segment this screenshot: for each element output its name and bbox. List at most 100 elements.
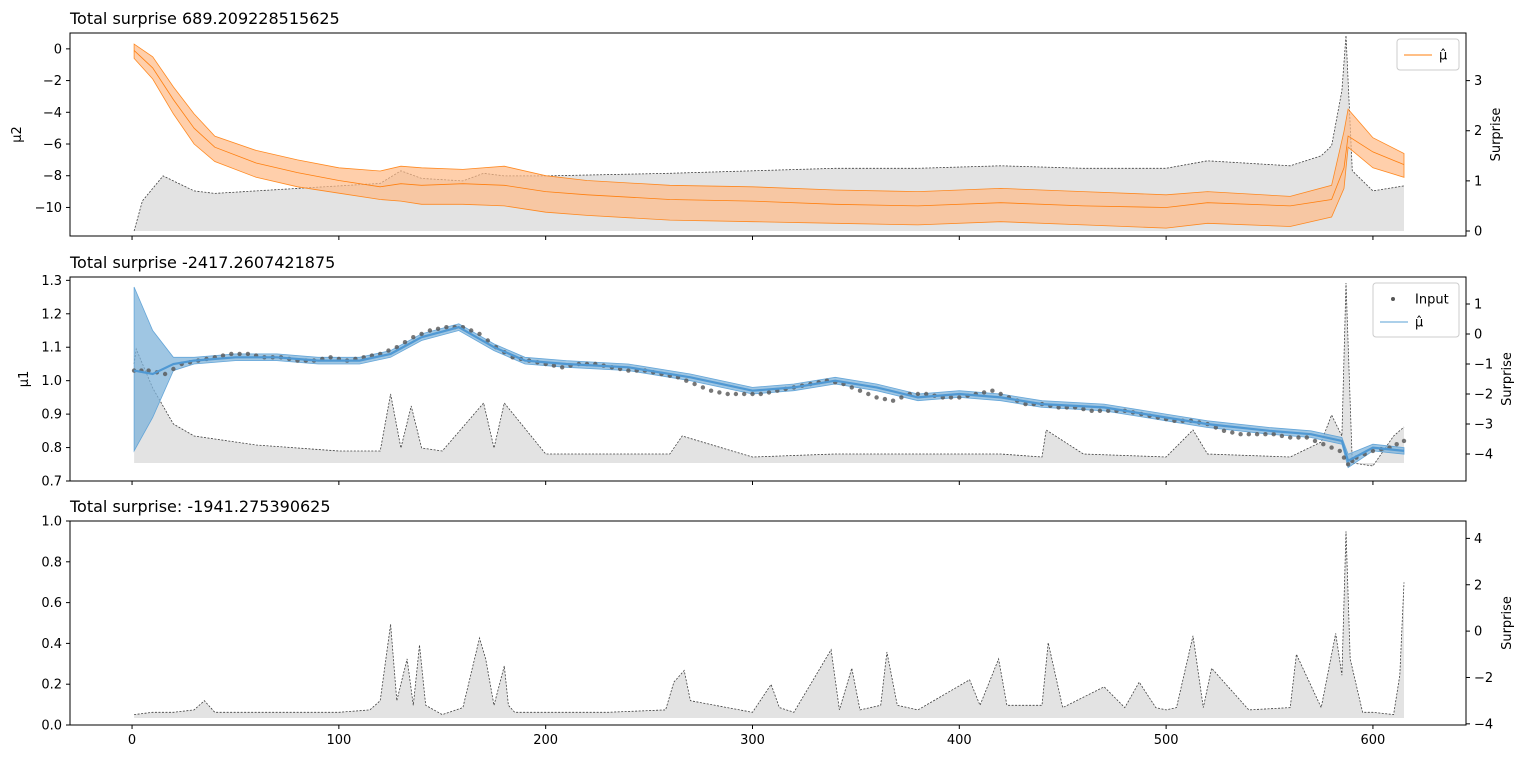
- input-point: [1370, 448, 1376, 454]
- panel-title: Total surprise 689.209228515625: [69, 9, 340, 28]
- input-point: [1345, 462, 1351, 467]
- input-point: [890, 398, 896, 403]
- input-point: [1089, 408, 1094, 413]
- panel-middle-mu1: 1.3 1.2 1.1 1.0 0.9 0.8 0.7 1 0 −1 −2 −3 −4 Total sur…: [17, 253, 1515, 490]
- input-point: [477, 331, 482, 337]
- input-point: [1221, 428, 1227, 433]
- input-point: [981, 390, 987, 395]
- input-point: [1279, 433, 1285, 439]
- input-point: [551, 363, 557, 368]
- input-point: [1394, 442, 1399, 447]
- input-point: [1401, 438, 1407, 444]
- input-point: [626, 368, 631, 373]
- input-point: [915, 391, 921, 397]
- y-tick-label-left: 0: [54, 42, 62, 57]
- y-tick-label-left: −4: [43, 106, 62, 121]
- input-point: [402, 340, 408, 345]
- input-point: [717, 390, 722, 395]
- y-tick-label-left: −2: [43, 74, 62, 89]
- surprise-line: [133, 35, 1405, 232]
- y-tick-label-left: 0.8: [41, 555, 62, 570]
- y-tick-label-left: −8: [43, 169, 62, 184]
- legend-entry: μ̂: [1415, 316, 1423, 331]
- y-tick-label-right: 1: [1474, 174, 1482, 189]
- y-tick-label-left: −10: [35, 201, 62, 216]
- input-point: [1254, 432, 1260, 437]
- y-axis-label-left: μ1: [17, 371, 32, 388]
- input-point: [750, 391, 755, 397]
- input-point: [411, 335, 416, 340]
- y-tick-label-left: 1.0: [41, 374, 62, 389]
- y-tick-label-right: 0: [1474, 625, 1482, 640]
- x-tick-label: 0: [128, 733, 136, 748]
- input-point: [1106, 408, 1111, 413]
- input-point: [485, 338, 490, 343]
- x-tick-label: 300: [740, 733, 765, 748]
- input-point: [1304, 435, 1310, 440]
- panel-title: Total surprise -2417.2607421875: [69, 253, 335, 272]
- x-tick-label: 600: [1361, 733, 1386, 748]
- input-point: [1329, 445, 1334, 450]
- input-point: [998, 391, 1003, 397]
- input-point: [171, 366, 176, 372]
- input-point: [146, 368, 151, 373]
- y-tick-label-right: 4: [1474, 532, 1482, 547]
- input-point: [1263, 432, 1268, 437]
- input-point: [766, 390, 772, 395]
- surprise-area: [134, 531, 1405, 718]
- input-point: [1023, 401, 1028, 407]
- input-point: [237, 351, 242, 357]
- input-point: [948, 395, 954, 400]
- input-point: [1081, 406, 1086, 412]
- input-point: [435, 326, 441, 331]
- input-point: [684, 378, 689, 383]
- axes-frame: [69, 276, 1467, 482]
- input-point: [708, 388, 714, 393]
- input-point: [1321, 442, 1326, 447]
- input-point: [700, 385, 706, 390]
- input-point: [1312, 438, 1318, 444]
- y-tick-label-right: −2: [1474, 388, 1493, 403]
- input-point: [990, 388, 995, 393]
- x-tick-label: 500: [1154, 733, 1179, 748]
- mean-line: [133, 326, 1405, 463]
- mean-line: [133, 50, 1405, 208]
- input-point: [394, 345, 399, 350]
- input-point: [1271, 432, 1276, 437]
- input-point: [469, 328, 474, 333]
- legend-box: [1372, 282, 1460, 338]
- y-tick-label-left: −6: [43, 138, 62, 153]
- legend-entry: μ̂: [1439, 49, 1447, 64]
- input-point: [1097, 408, 1103, 413]
- surprise-line: [133, 282, 1405, 467]
- input-point: [560, 365, 565, 370]
- y-tick-label-right: 1: [1474, 298, 1482, 313]
- input-point: [229, 351, 234, 357]
- input-point: [924, 391, 929, 397]
- panel-title: Total surprise: -1941.275390625: [69, 497, 331, 516]
- uncertainty-band: [133, 43, 1405, 229]
- input-point: [386, 348, 391, 353]
- input-point: [882, 396, 888, 402]
- y-tick-label-left: 1.2: [41, 307, 62, 322]
- input-point: [1213, 425, 1219, 430]
- input-point: [1230, 430, 1235, 435]
- input-point: [742, 391, 747, 397]
- panel-bottom-surprise: 0 100 200 300 400 500 600 1.0 0.8 0.6 0.4 0.2 0.0 4 2 0…: [41, 497, 1515, 748]
- input-point: [758, 391, 763, 397]
- input-point: [725, 391, 730, 397]
- y-tick-label-left: 0.7: [41, 475, 62, 490]
- input-point: [857, 388, 863, 393]
- input-point: [1246, 432, 1252, 437]
- y-tick-label-left: 0.0: [41, 719, 62, 734]
- y-tick-label-left: 1.0: [41, 515, 62, 530]
- y-tick-label-right: 0: [1474, 328, 1482, 343]
- input-point: [733, 391, 739, 397]
- y-tick-label-right: 0: [1474, 224, 1482, 239]
- x-tick-label: 100: [326, 733, 351, 748]
- y-tick-label-right: −1: [1474, 358, 1493, 373]
- x-tick-label: 200: [533, 733, 558, 748]
- input-point: [1238, 432, 1243, 437]
- y-tick-label-right: −4: [1474, 448, 1493, 463]
